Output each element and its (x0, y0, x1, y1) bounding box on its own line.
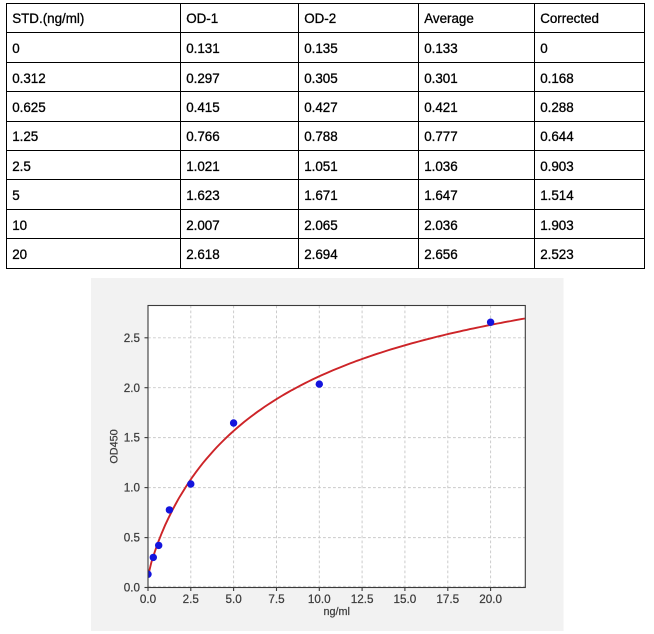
svg-text:12.5: 12.5 (351, 593, 374, 606)
svg-text:5.0: 5.0 (225, 593, 242, 606)
svg-text:17.5: 17.5 (436, 593, 459, 606)
svg-text:1.5: 1.5 (124, 431, 141, 444)
svg-text:0.5: 0.5 (124, 531, 141, 544)
svg-text:OD450: OD450 (109, 429, 121, 463)
svg-text:10.0: 10.0 (308, 593, 331, 606)
svg-text:2.5: 2.5 (124, 331, 141, 344)
svg-text:2.5: 2.5 (183, 593, 200, 606)
svg-text:1.0: 1.0 (124, 481, 141, 494)
svg-text:ng/ml: ng/ml (323, 606, 349, 618)
svg-text:0.0: 0.0 (140, 593, 157, 606)
svg-text:20.0: 20.0 (479, 593, 502, 606)
svg-text:2.0: 2.0 (124, 381, 141, 394)
svg-text:7.5: 7.5 (268, 593, 285, 606)
svg-text:0.0: 0.0 (124, 581, 141, 594)
svg-text:15.0: 15.0 (394, 593, 417, 606)
